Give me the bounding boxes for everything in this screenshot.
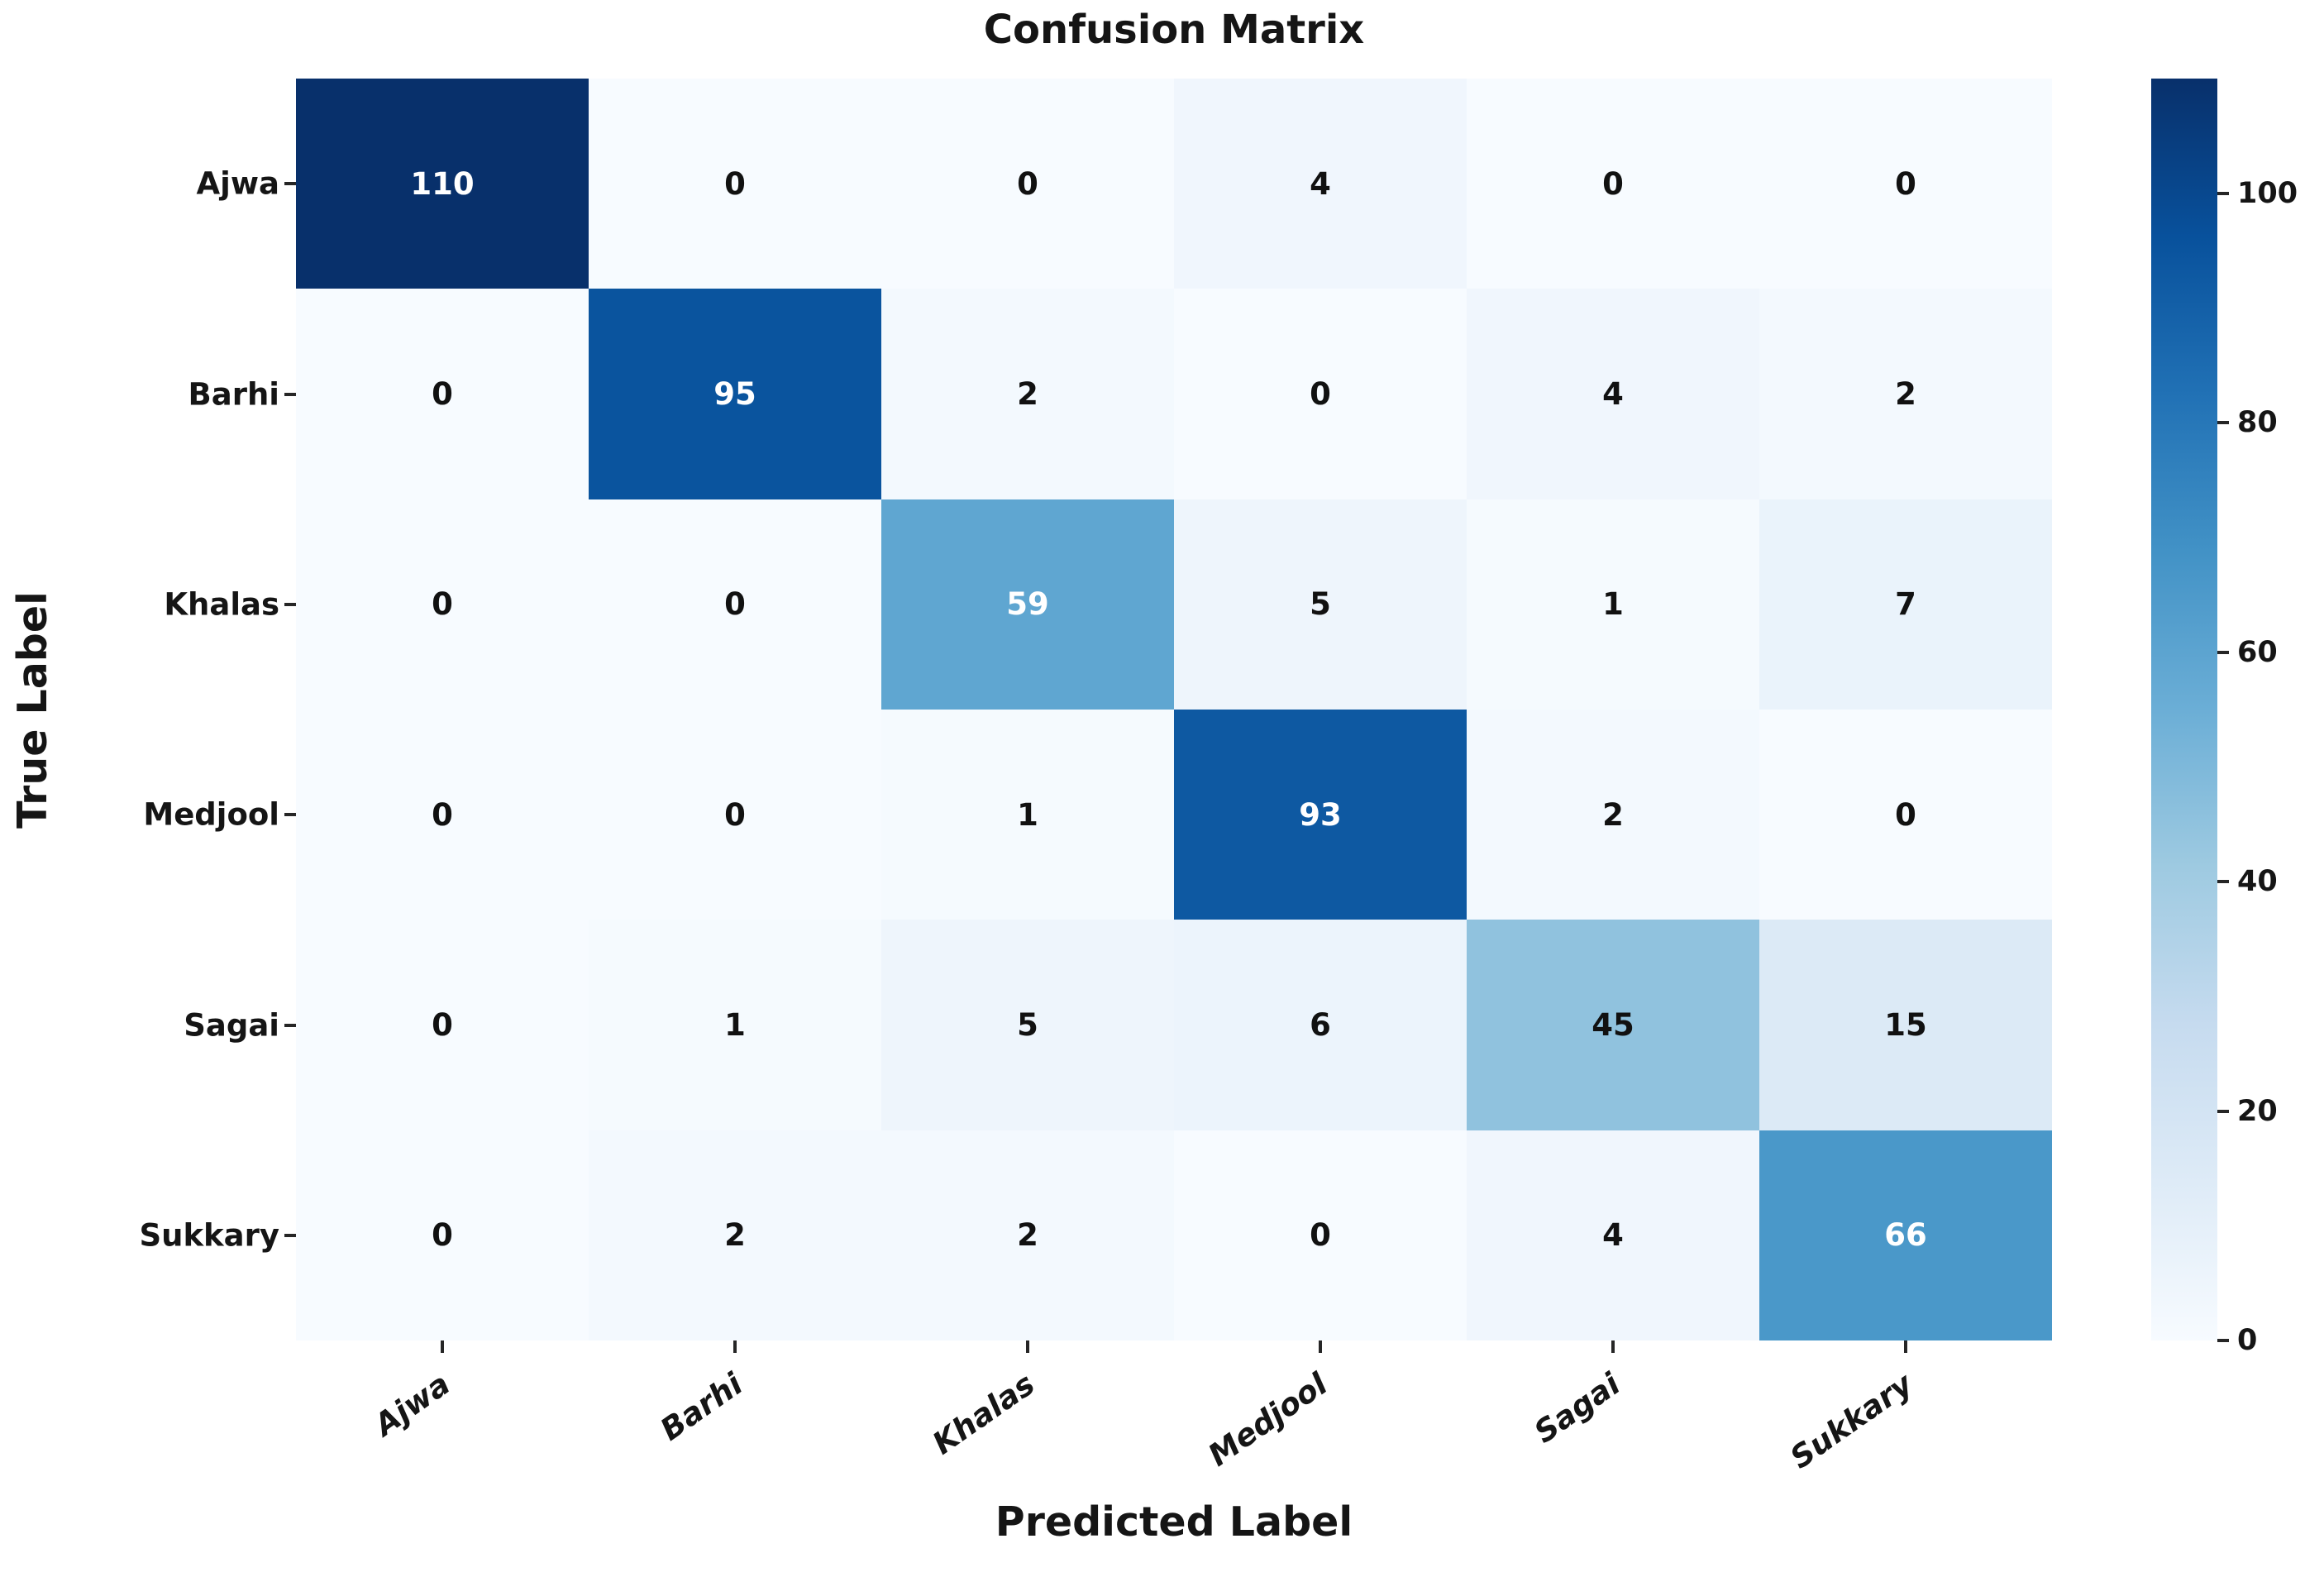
matrix-cell-Khalas-Khalas: 59	[881, 499, 1174, 710]
y-axis-title: True Label	[8, 590, 56, 829]
x-tick-mark	[733, 1340, 737, 1353]
matrix-cell-Sagai-Ajwa: 0	[296, 920, 589, 1130]
y-tick-label-Ajwa: Ajwa	[196, 165, 279, 202]
matrix-cell-Medjool-Barhi: 0	[589, 709, 881, 920]
x-tick-mark	[1026, 1340, 1029, 1353]
matrix-cell-Sagai-Barhi: 1	[589, 920, 881, 1130]
colorbar-tick-mark	[2217, 650, 2229, 654]
matrix-cell-Ajwa-Khalas: 0	[881, 79, 1174, 289]
matrix-cell-Sukkary-Ajwa: 0	[296, 1130, 589, 1340]
colorbar-tick-label-40: 40	[2237, 865, 2278, 899]
matrix-cell-Khalas-Barhi: 0	[589, 499, 881, 710]
x-tick-mark	[441, 1340, 444, 1353]
y-tick-label-Medjool: Medjool	[143, 796, 279, 833]
x-tick-label-Sagai: Sagai	[1528, 1366, 1627, 1450]
colorbar-tick-label-60: 60	[2237, 635, 2278, 669]
x-tick-label-Khalas: Khalas	[926, 1366, 1042, 1462]
y-axis-title-wrap: True Label	[0, 79, 64, 1340]
x-tick-mark	[1904, 1340, 1907, 1353]
matrix-cell-Barhi-Barhi: 95	[589, 289, 881, 499]
colorbar	[2151, 79, 2217, 1340]
y-tick-mark	[284, 602, 296, 606]
colorbar-tick-label-20: 20	[2237, 1094, 2278, 1128]
matrix-cell-Barhi-Ajwa: 0	[296, 289, 589, 499]
x-axis-title: Predicted Label	[995, 1498, 1353, 1546]
y-tick-mark	[284, 1023, 296, 1027]
matrix-cell-Medjool-Khalas: 1	[881, 709, 1174, 920]
matrix-cell-Medjool-Medjool: 93	[1174, 709, 1467, 920]
y-tick-mark	[284, 392, 296, 396]
matrix-cell-Ajwa-Medjool: 4	[1174, 79, 1467, 289]
colorbar-tick-label-80: 80	[2237, 406, 2278, 440]
matrix-cell-Khalas-Medjool: 5	[1174, 499, 1467, 710]
colorbar-tick-label-0: 0	[2237, 1324, 2258, 1357]
matrix-cell-Khalas-Sagai: 1	[1467, 499, 1759, 710]
matrix-cell-Ajwa-Ajwa: 110	[296, 79, 589, 289]
matrix-cell-Khalas-Sukkary: 7	[1759, 499, 2052, 710]
colorbar-tick-mark	[2217, 1339, 2229, 1342]
colorbar-tick-mark	[2217, 191, 2229, 195]
matrix-cell-Sagai-Sagai: 45	[1467, 920, 1759, 1130]
y-tick-label-Sagai: Sagai	[184, 1007, 279, 1043]
matrix-cell-Medjool-Sagai: 2	[1467, 709, 1759, 920]
matrix-cell-Sagai-Khalas: 5	[881, 920, 1174, 1130]
matrix-cell-Sagai-Sukkary: 15	[1759, 920, 2052, 1130]
chart-title: Confusion Matrix	[983, 7, 1365, 53]
matrix-cell-Sukkary-Sagai: 4	[1467, 1130, 1759, 1340]
matrix-cell-Medjool-Ajwa: 0	[296, 709, 589, 920]
y-tick-mark	[284, 813, 296, 817]
x-tick-label-Medjool: Medjool	[1202, 1366, 1334, 1474]
y-tick-label-Sukkary: Sukkary	[139, 1217, 279, 1254]
matrix-cell-Barhi-Sagai: 4	[1467, 289, 1759, 499]
x-tick-label-Barhi: Barhi	[653, 1366, 749, 1448]
matrix-cell-Sukkary-Barhi: 2	[589, 1130, 881, 1340]
matrix-cell-Barhi-Sukkary: 2	[1759, 289, 2052, 499]
colorbar-tick-label-100: 100	[2237, 176, 2298, 210]
matrix-cell-Sagai-Medjool: 6	[1174, 920, 1467, 1130]
matrix-cell-Sukkary-Khalas: 2	[881, 1130, 1174, 1340]
matrix-cell-Barhi-Medjool: 0	[1174, 289, 1467, 499]
matrix-cell-Sukkary-Sukkary: 66	[1759, 1130, 2052, 1340]
colorbar-tick-mark	[2217, 1109, 2229, 1113]
y-tick-mark	[284, 1233, 296, 1237]
x-tick-mark	[1319, 1340, 1322, 1353]
x-tick-label-Ajwa: Ajwa	[367, 1366, 456, 1443]
matrix-cell-Ajwa-Sukkary: 0	[1759, 79, 2052, 289]
matrix-cell-Ajwa-Sagai: 0	[1467, 79, 1759, 289]
matrix-cell-Ajwa-Barhi: 0	[589, 79, 881, 289]
matrix-cell-Barhi-Khalas: 2	[881, 289, 1174, 499]
colorbar-tick-mark	[2217, 421, 2229, 425]
y-tick-label-Barhi: Barhi	[188, 376, 279, 412]
x-tick-mark	[1611, 1340, 1615, 1353]
heatmap-grid: 110 0 0 4 0 0 0 95 2 0 4 2 0 0 59 5 1 7 0 0 1 93 2 0 0 1 5 6 45 15 0 2 2…	[296, 79, 2052, 1340]
matrix-cell-Khalas-Ajwa: 0	[296, 499, 589, 710]
matrix-cell-Medjool-Sukkary: 0	[1759, 709, 2052, 920]
colorbar-tick-mark	[2217, 880, 2229, 884]
matrix-cell-Sukkary-Medjool: 0	[1174, 1130, 1467, 1340]
y-tick-mark	[284, 182, 296, 186]
x-tick-label-Sukkary: Sukkary	[1784, 1366, 1920, 1476]
y-tick-label-Khalas: Khalas	[164, 586, 279, 623]
